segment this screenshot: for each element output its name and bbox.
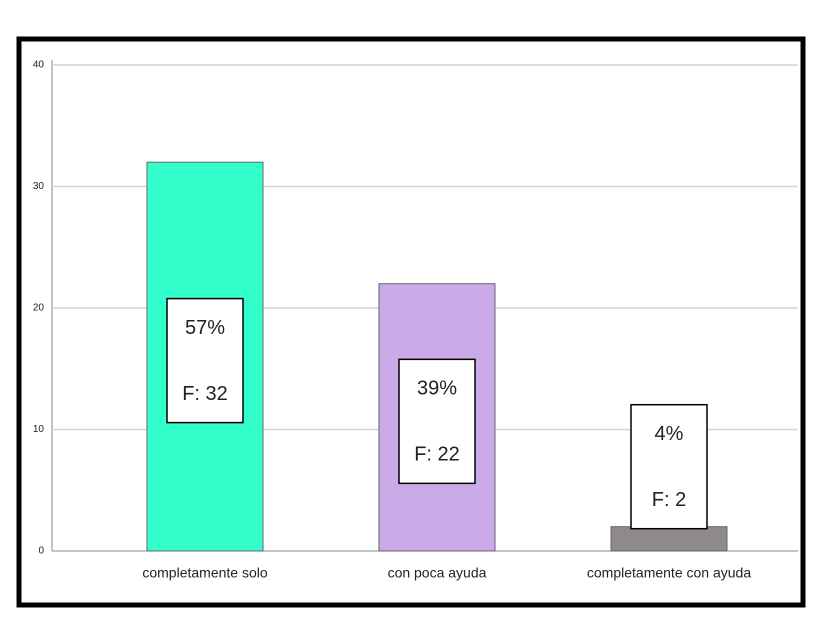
y-tick-label: 20 <box>33 303 45 314</box>
y-tick-label: 0 <box>38 546 44 557</box>
bar <box>610 526 728 552</box>
data-label-box <box>630 403 708 530</box>
percent-label: 57% <box>185 317 225 339</box>
value-label: F: 2 <box>652 489 686 511</box>
x-tick-label: completamente solo <box>142 565 268 581</box>
y-tick-label: 40 <box>33 60 45 71</box>
y-tick-label: 10 <box>33 424 45 435</box>
x-tick-label: completamente con ayuda <box>587 565 751 581</box>
value-label: F: 32 <box>182 383 228 405</box>
x-tick-label: con poca ayuda <box>388 565 487 581</box>
percent-label: 39% <box>417 378 457 400</box>
value-label: F: 22 <box>414 444 460 466</box>
y-tick-label: 30 <box>33 181 45 192</box>
percent-label: 4% <box>655 423 684 445</box>
data-label-box <box>398 358 476 485</box>
data-label-box <box>166 297 244 424</box>
